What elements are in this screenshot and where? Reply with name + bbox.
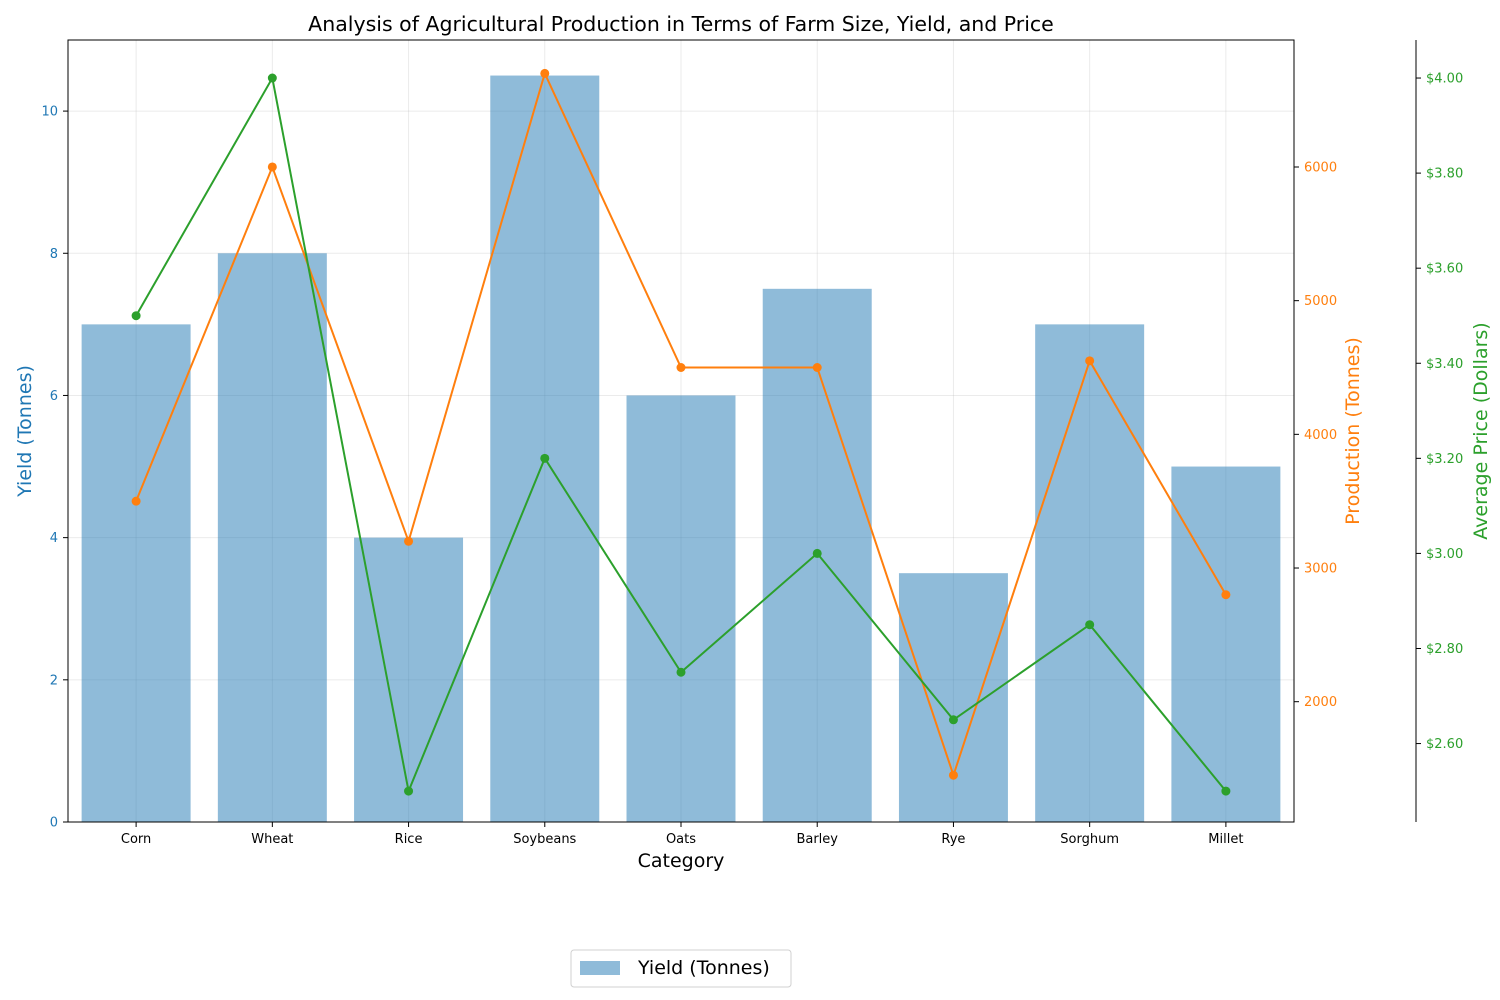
price-tick-label: $4.00 <box>1426 72 1463 87</box>
price-tick-label: $3.60 <box>1426 262 1463 277</box>
production-tick-label: 5000 <box>1304 294 1337 309</box>
yield-tick-label: 10 <box>41 105 58 120</box>
production-point-soybeans <box>540 68 550 78</box>
bar-corn <box>81 324 191 822</box>
production-point-corn <box>131 496 141 506</box>
production-tick-label: 6000 <box>1304 160 1337 175</box>
line-series <box>131 68 1231 796</box>
production-tick-label: 4000 <box>1304 428 1337 443</box>
x-axis: Corn Wheat Rice Soybeans Oats Barley Rye Sorghu… <box>121 822 1243 847</box>
yield-axis: 0 2 4 6 8 10 <box>41 105 68 831</box>
price-axis-label: Average Price (Dollars) <box>1470 322 1492 539</box>
bar-sorghum <box>1035 324 1145 822</box>
price-point-corn <box>131 311 141 321</box>
x-tick-label: Barley <box>796 832 838 847</box>
yield-tick-label: 8 <box>50 247 58 262</box>
price-tick-label: $3.00 <box>1426 547 1463 562</box>
legend-frame <box>570 949 792 988</box>
production-axis: 2000 3000 4000 5000 6000 <box>1294 160 1337 710</box>
price-point-rice <box>404 786 414 796</box>
bar-rice <box>354 537 464 822</box>
price-point-soybeans <box>540 453 550 463</box>
production-point-wheat <box>267 162 277 172</box>
production-point-rice <box>404 536 414 546</box>
price-point-wheat <box>267 73 277 83</box>
x-tick-label: Wheat <box>251 832 293 847</box>
price-point-sorghum <box>1085 620 1095 630</box>
yield-tick-label: 4 <box>50 531 58 546</box>
yield-axis-label: Yield (Tonnes) <box>14 365 36 498</box>
x-tick-label: Millet <box>1208 832 1243 847</box>
production-point-sorghum <box>1085 356 1095 366</box>
legend: Yield (Tonnes) <box>570 949 792 988</box>
production-point-barley <box>812 363 822 373</box>
bar-soybeans <box>490 75 600 822</box>
yield-tick-label: 2 <box>50 673 58 688</box>
bar-millet <box>1171 466 1281 822</box>
production-axis-label: Production (Tonnes) <box>1342 337 1364 525</box>
bar-wheat <box>217 253 327 823</box>
x-tick-label: Oats <box>666 832 696 847</box>
price-tick-label: $2.80 <box>1426 642 1463 657</box>
x-tick-label: Soybeans <box>513 832 576 847</box>
x-tick-label: Corn <box>121 832 151 847</box>
bar-series <box>81 75 1281 823</box>
price-point-oats <box>676 667 686 677</box>
bar-rye <box>898 573 1008 822</box>
price-point-barley <box>812 548 822 558</box>
production-point-oats <box>676 363 686 373</box>
production-tick-label: 3000 <box>1304 562 1337 577</box>
price-tick-label: $3.40 <box>1426 357 1463 372</box>
x-axis-label: Category <box>638 850 725 872</box>
bar-oats <box>626 395 736 822</box>
x-tick-label: Rice <box>395 832 423 847</box>
price-axis: $2.60 $2.80 $3.00 $3.20 $3.40 $3.60 $3.80 $4.00 <box>1415 40 1463 822</box>
yield-tick-label: 6 <box>50 389 58 404</box>
yield-tick-label: 0 <box>50 816 58 831</box>
x-tick-label: Rye <box>941 832 965 847</box>
production-tick-label: 2000 <box>1304 695 1337 710</box>
price-tick-label: $3.20 <box>1426 452 1463 467</box>
price-tick-label: $3.80 <box>1426 167 1463 182</box>
legend-swatch-yield <box>580 961 620 975</box>
price-tick-label: $2.60 <box>1426 737 1463 752</box>
price-point-rye <box>948 715 958 725</box>
production-point-rye <box>948 770 958 780</box>
price-point-millet <box>1221 786 1231 796</box>
production-point-millet <box>1221 590 1231 600</box>
legend-label-yield: Yield (Tonnes) <box>637 957 770 979</box>
chart-title: Analysis of Agricultural Production in T… <box>308 12 1054 36</box>
x-tick-label: Sorghum <box>1060 832 1119 847</box>
